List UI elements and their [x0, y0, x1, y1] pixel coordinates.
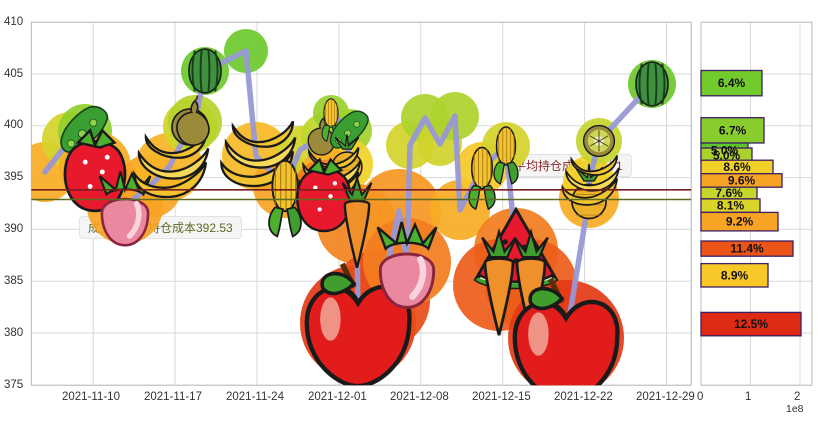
svg-text:8.6%: 8.6% [723, 160, 751, 174]
svg-text:8.1%: 8.1% [717, 199, 745, 213]
svg-text:6.7%: 6.7% [719, 123, 747, 137]
svg-text:8.9%: 8.9% [721, 268, 749, 282]
svg-text:9.2%: 9.2% [726, 215, 754, 229]
svg-text:6.4%: 6.4% [718, 76, 746, 90]
svg-text:11.4%: 11.4% [730, 242, 764, 256]
svg-text:12.5%: 12.5% [734, 317, 768, 331]
